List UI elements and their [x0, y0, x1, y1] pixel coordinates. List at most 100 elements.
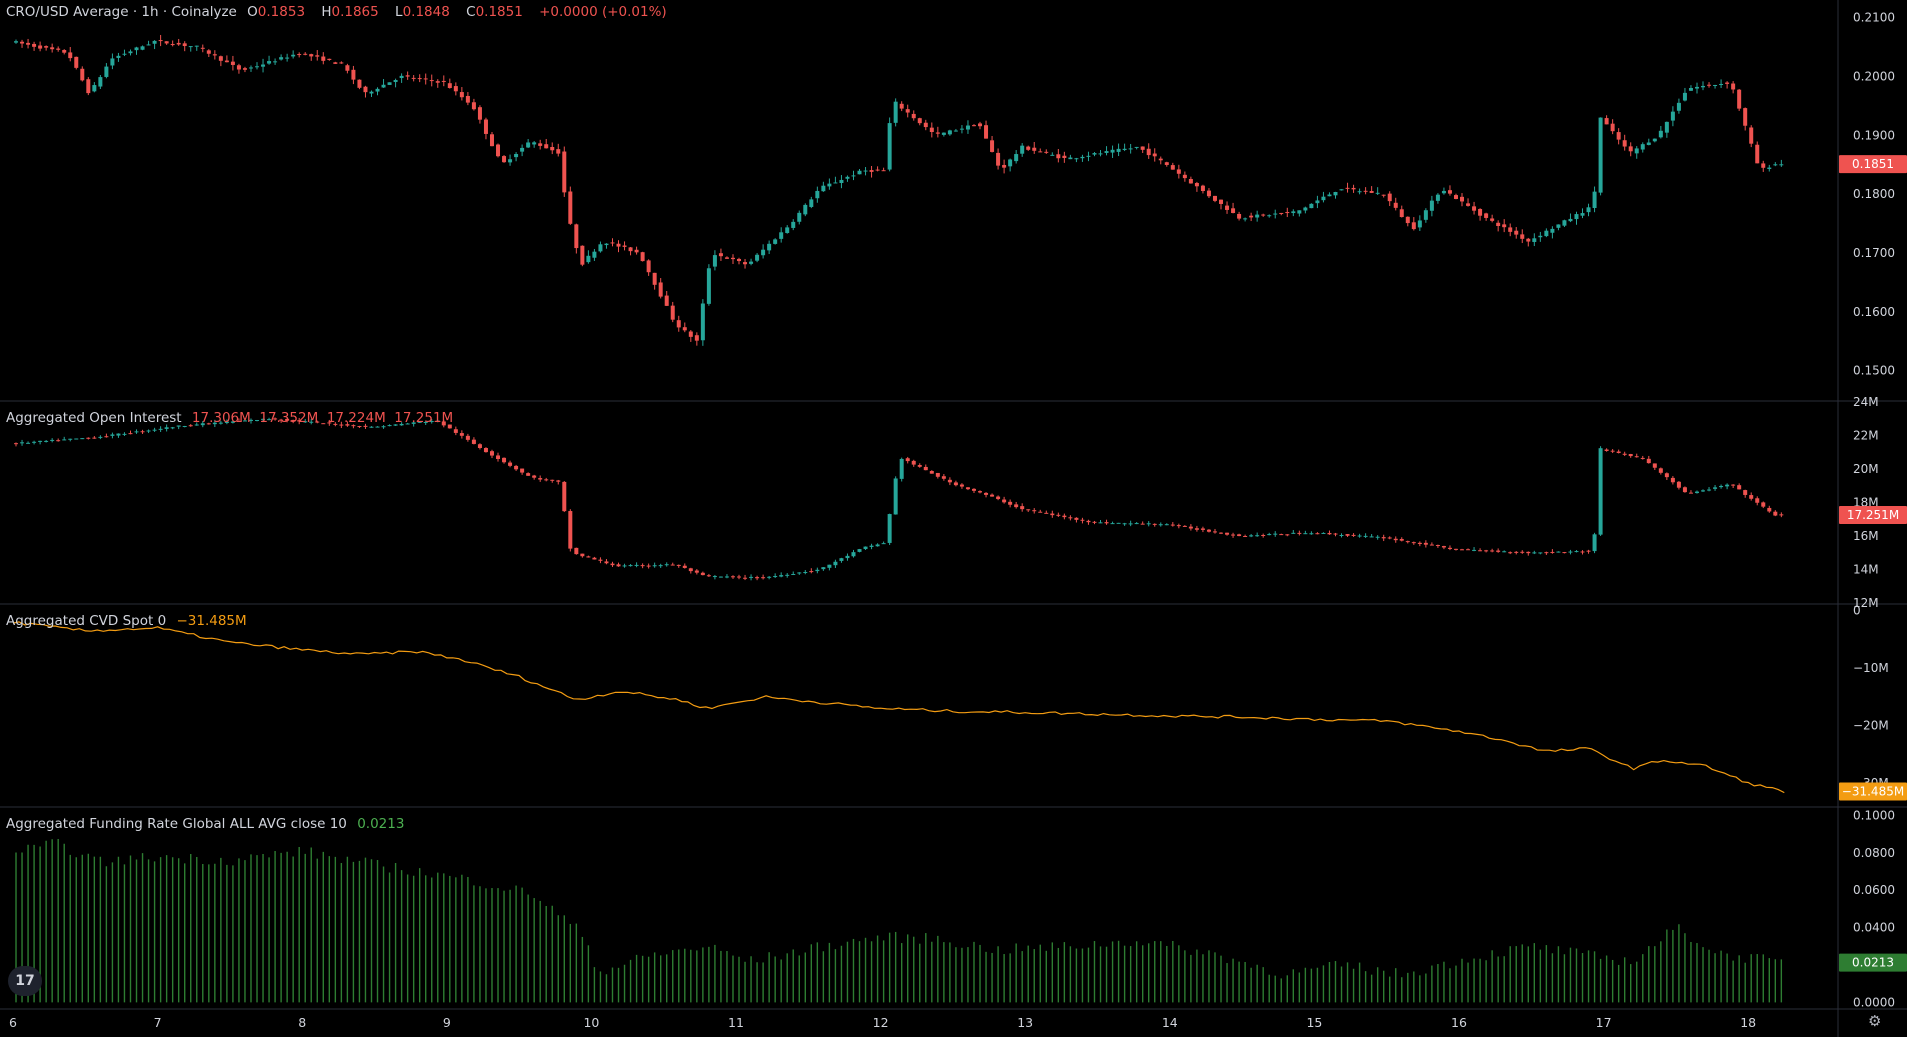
candle-body: [1014, 154, 1019, 162]
candle-body: [92, 437, 97, 439]
candle-body: [743, 577, 748, 579]
tradingview-logo[interactable]: 17: [8, 966, 42, 996]
candle-body: [797, 212, 802, 222]
candle-body: [694, 335, 699, 341]
candle-body: [62, 50, 67, 53]
candle-body: [1020, 145, 1025, 154]
candle-body: [827, 183, 832, 187]
candle-body: [327, 58, 332, 60]
candle-body: [206, 423, 211, 425]
candle-body: [923, 122, 928, 128]
candle-body: [188, 425, 193, 427]
candle-body: [1219, 532, 1224, 534]
candle-body: [459, 433, 464, 436]
x-tick-label: 14: [1162, 1015, 1178, 1030]
close-value: 0.1851: [475, 4, 523, 20]
candle-body: [1393, 202, 1398, 208]
candle-body: [14, 443, 19, 445]
candle-body: [441, 80, 446, 82]
candle-body: [1140, 146, 1145, 150]
candle-body: [1719, 83, 1724, 85]
candle-body: [1694, 491, 1699, 494]
candle-body: [134, 431, 139, 433]
candle-body: [1357, 191, 1362, 193]
candle-body: [688, 331, 693, 337]
candle-body: [1616, 451, 1621, 453]
funding-title[interactable]: Aggregated Funding Rate Global ALL AVG c…: [6, 816, 347, 832]
candle-body: [1098, 153, 1103, 155]
y-tick-label: 0.1900: [1853, 128, 1895, 142]
candle-body: [1580, 551, 1585, 553]
candle-body: [730, 257, 735, 260]
cvd-legend: Aggregated CVD Spot 0 −31.485M: [6, 613, 253, 629]
candle-body: [56, 440, 61, 442]
candle-body: [333, 62, 338, 64]
candle-body: [664, 564, 669, 566]
candle-body: [1381, 537, 1386, 539]
candle-body: [393, 424, 398, 426]
candle-body: [833, 561, 838, 566]
candle-body: [646, 260, 651, 273]
candle-body: [1526, 551, 1531, 554]
candle-body: [1417, 220, 1422, 228]
candle-body: [604, 561, 609, 564]
cvd-title[interactable]: Aggregated CVD Spot 0: [6, 613, 167, 629]
candle-body: [773, 576, 778, 578]
candle-body: [1447, 190, 1452, 194]
candle-body: [526, 142, 531, 148]
candle-body: [200, 423, 205, 426]
candle-body: [1664, 121, 1669, 133]
candle-body: [767, 576, 772, 578]
candle-body: [863, 170, 868, 172]
candle-body: [1417, 542, 1422, 545]
gear-icon[interactable]: ⚙: [1868, 1012, 1882, 1030]
candle-body: [1773, 164, 1778, 166]
candle-body: [140, 431, 145, 433]
candle-body: [261, 64, 266, 67]
candle-body: [556, 149, 561, 154]
candle-body: [1652, 463, 1657, 468]
candle-body: [749, 261, 754, 264]
candle-body: [206, 50, 211, 54]
candle-body: [285, 418, 290, 421]
y-tick-label: 0.1700: [1853, 246, 1895, 260]
candle-body: [634, 564, 639, 566]
candle-body: [50, 439, 55, 441]
candle-body: [176, 425, 181, 427]
candle-body: [116, 55, 121, 58]
candle-body: [357, 426, 362, 428]
candle-body: [574, 547, 579, 555]
x-tick-label: 16: [1451, 1015, 1467, 1030]
candle-body: [821, 567, 826, 570]
candle-body: [1761, 502, 1766, 507]
candle-body: [1761, 163, 1766, 168]
candle-body: [218, 422, 223, 424]
last-value-label: 0.0213: [1852, 956, 1894, 970]
candle-body: [1550, 551, 1555, 553]
candle-body: [610, 563, 615, 566]
candle-body: [1249, 535, 1254, 537]
oi-title[interactable]: Aggregated Open Interest: [6, 410, 182, 426]
y-tick-label: 18M: [1853, 496, 1879, 510]
candle-body: [1363, 190, 1368, 192]
high-value: 0.1865: [331, 4, 379, 20]
candle-body: [447, 83, 452, 89]
candle-body: [1773, 511, 1778, 516]
candle-body: [38, 45, 43, 49]
candle-body: [803, 204, 808, 215]
candle-body: [459, 92, 464, 98]
candle-body: [996, 496, 1001, 500]
candle-body: [297, 420, 302, 422]
candle-body: [146, 44, 151, 46]
symbol-title[interactable]: CRO/USD Average · 1h · Coinalyze: [6, 4, 237, 20]
candle-body: [1008, 501, 1013, 505]
candle-body: [110, 434, 115, 436]
candle-body: [1104, 522, 1109, 524]
candle-body: [411, 77, 416, 79]
candle-body: [947, 130, 952, 135]
candle-body: [803, 572, 808, 574]
candle-body: [1098, 522, 1103, 524]
candle-body: [1285, 212, 1290, 214]
candle-body: [887, 123, 892, 170]
